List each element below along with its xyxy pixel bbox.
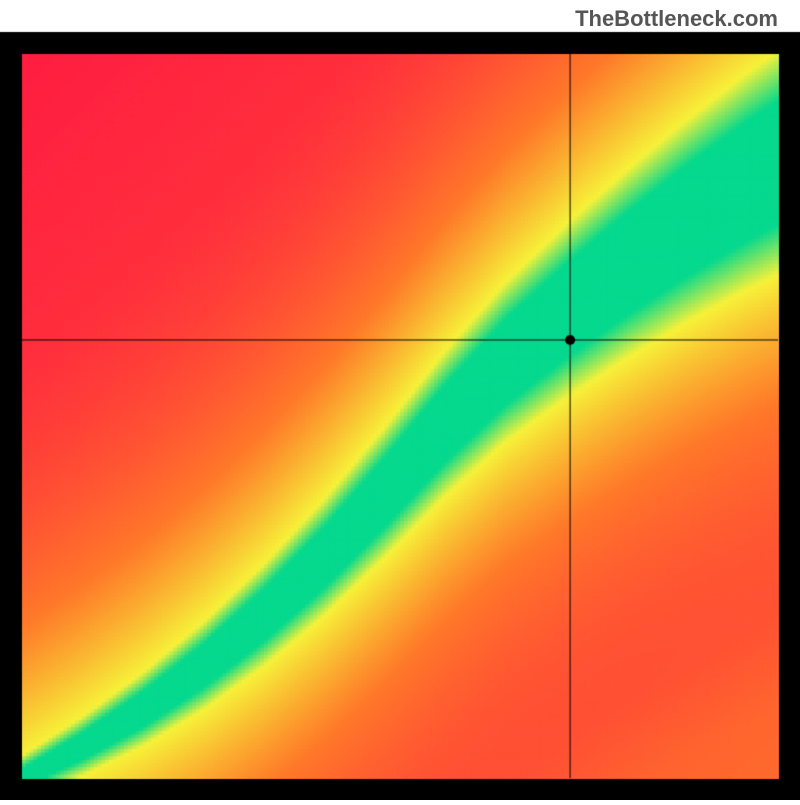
- canvas-wrap: [0, 0, 800, 805]
- watermark-text: TheBottleneck.com: [575, 6, 778, 32]
- chart-container: TheBottleneck.com: [0, 0, 800, 800]
- bottleneck-heatmap-canvas: [0, 0, 800, 800]
